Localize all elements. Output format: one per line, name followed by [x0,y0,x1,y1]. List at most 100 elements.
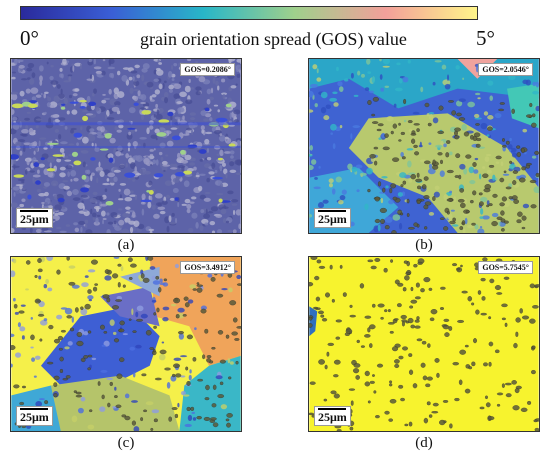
precipitate [515,385,522,390]
precipitate [530,204,537,209]
grain [136,305,144,312]
grain [167,111,174,117]
precipitate [415,282,420,288]
grain [127,210,135,213]
precipitate [345,328,353,334]
grain [480,196,488,202]
precipitate [353,368,360,374]
precipitate [480,312,487,316]
grain [227,190,234,195]
precipitate [416,172,420,178]
grain [220,183,224,188]
precipitate [407,120,413,124]
precipitate [153,418,158,423]
grain [153,78,160,83]
grain [68,94,73,99]
grain [233,109,241,115]
precipitate [350,400,354,406]
precipitate [158,286,162,293]
grain [156,132,167,137]
grain [141,110,152,115]
grain [29,170,35,173]
grain [200,209,205,214]
grain [330,132,333,135]
grain [87,269,96,273]
precipitate [369,380,375,384]
precipitate [460,202,466,209]
grain [124,393,130,399]
grain [109,73,113,78]
grain [338,86,344,93]
grain [486,169,492,174]
grain [221,92,228,96]
grain [487,115,494,120]
precipitate [481,296,486,301]
grain [216,192,224,196]
grain [49,162,52,169]
grain [30,87,39,94]
precipitate [364,334,371,338]
grain [11,363,13,368]
grain [212,176,223,180]
precipitate [127,257,133,263]
grain [26,67,33,72]
grain [203,118,210,122]
precipitate [416,185,422,190]
grain [50,80,59,85]
precipitate [390,259,394,263]
precipitate [504,382,512,386]
precipitate [190,406,195,411]
precipitate [384,225,390,230]
grain [338,199,344,205]
grain [535,105,539,112]
grain [21,227,27,230]
grain [314,103,318,108]
precipitate [452,361,459,366]
grain [142,63,150,70]
precipitate [406,198,410,204]
grain [81,184,85,188]
grain [99,126,105,133]
scale-bar-d: 25μm [314,406,351,426]
grain [87,133,93,137]
grain [174,116,181,120]
precipitate [489,278,495,284]
grain [35,94,42,98]
grain [199,225,204,231]
precipitate [432,159,436,165]
grain [186,59,192,62]
precipitate [411,138,416,144]
grain [467,101,476,108]
precipitate [484,395,488,400]
precipitate [192,357,197,362]
grain [104,133,112,139]
grain [192,417,197,421]
grain [38,192,46,197]
grain [13,158,16,165]
grain [224,136,229,140]
grain [128,155,132,158]
scale-bar-line [20,408,48,410]
grain [485,154,492,156]
grain [462,228,466,233]
grain [33,375,37,378]
precipitate [13,384,20,389]
grain [11,227,15,233]
grain [73,160,82,166]
grain [432,117,439,124]
grain [356,189,360,193]
grain [219,164,223,172]
precipitate [402,287,407,292]
grain [82,109,89,113]
precipitate [200,308,207,314]
grain [118,188,121,192]
grain [85,113,94,116]
grain [98,161,101,168]
scale-bar-line [318,210,346,212]
grain [43,93,47,99]
precipitate [205,384,210,391]
precipitate [130,263,137,268]
precipitate [374,196,381,202]
precipitate [80,306,84,310]
grain [96,135,105,139]
